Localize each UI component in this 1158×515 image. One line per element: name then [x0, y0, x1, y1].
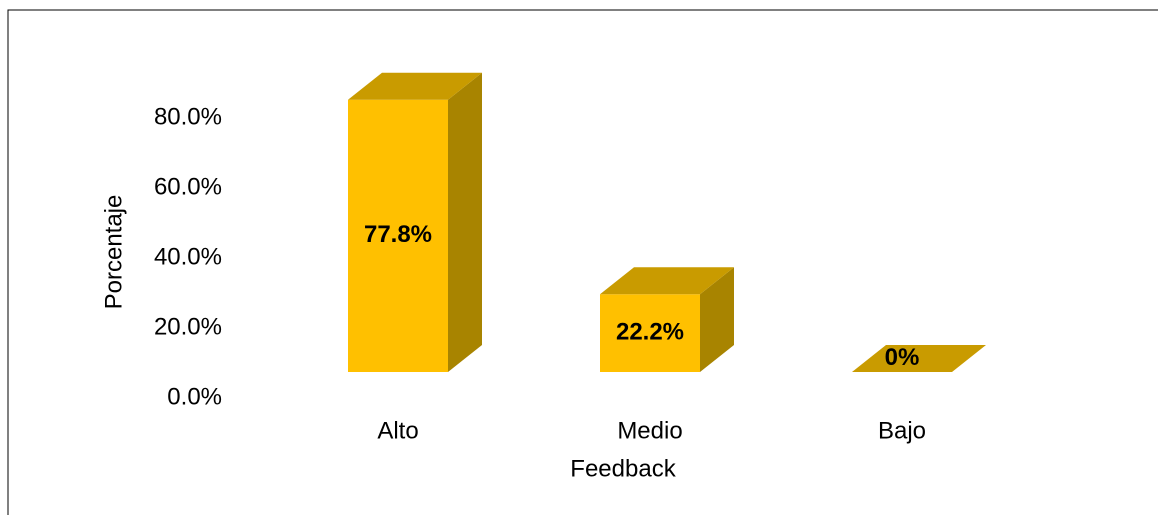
y-tick-label: 40.0% — [154, 243, 222, 270]
y-tick-label: 60.0% — [154, 173, 222, 200]
x-tick-label: Alto — [377, 417, 418, 444]
bar-front — [600, 294, 700, 372]
chart-frame — [7, 9, 1158, 515]
x-axis-title: Feedback — [570, 455, 676, 482]
bar-top — [600, 267, 734, 295]
x-tick-label: Bajo — [878, 417, 926, 444]
bar-top — [852, 345, 986, 372]
bar-top — [348, 72, 482, 100]
bar-side — [700, 267, 734, 372]
value-label: 77.8% — [364, 221, 432, 248]
y-tick-label: 20.0% — [154, 313, 222, 340]
value-label: 22.2% — [616, 318, 684, 345]
x-tick-label: Medio — [617, 417, 682, 444]
y-tick-label: 80.0% — [154, 103, 222, 130]
bar — [852, 345, 986, 372]
bar — [348, 72, 482, 372]
y-axis-title: Porcentaje — [100, 195, 127, 310]
bar — [600, 267, 734, 372]
bar-front — [348, 99, 448, 372]
bar-side — [448, 72, 482, 372]
value-label: 0% — [885, 344, 920, 371]
y-tick-label: 0.0% — [167, 383, 222, 410]
